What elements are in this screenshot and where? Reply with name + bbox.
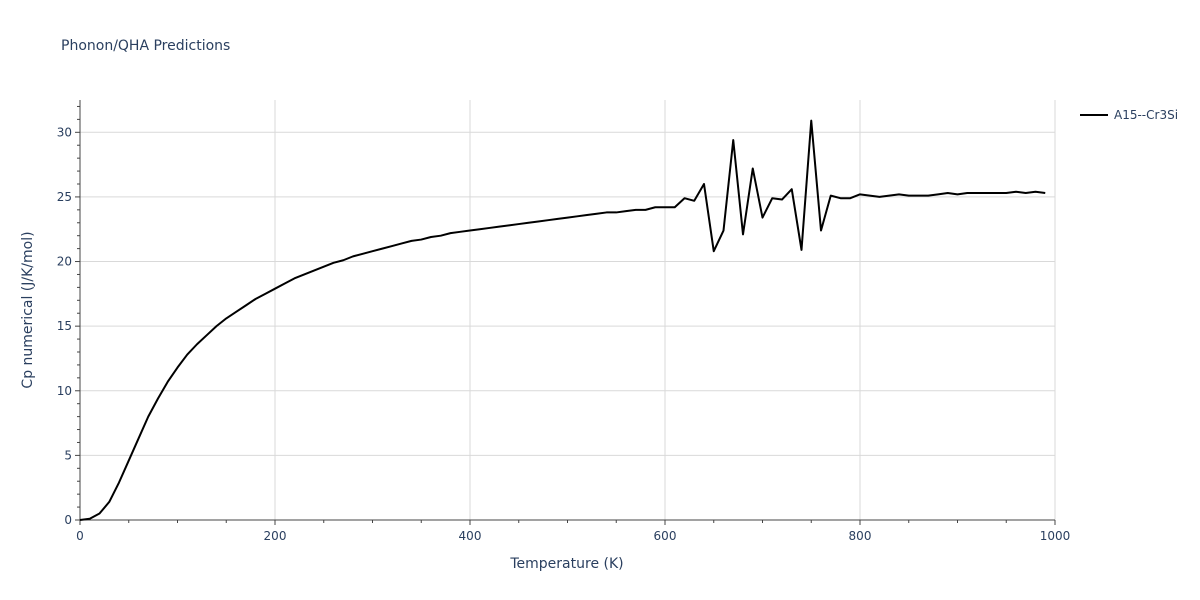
y-tick-label: 25 <box>57 190 72 204</box>
y-tick-label: 5 <box>64 448 72 462</box>
legend-label[interactable]: A15--Cr3Si <box>1114 108 1178 122</box>
y-axis-title: Cp numerical (J/K/mol) <box>20 231 36 388</box>
chart-title: Phonon/QHA Predictions <box>61 38 230 54</box>
y-tick-label: 10 <box>57 384 72 398</box>
x-tick-label: 400 <box>459 529 482 543</box>
x-tick-label: 200 <box>264 529 287 543</box>
series-line[interactable] <box>79 119 1046 521</box>
y-tick-label: 0 <box>64 513 72 527</box>
axes: 0 200 400 600 800 1000 0 5 10 15 20 25 30 <box>57 100 1071 543</box>
grid <box>80 100 1056 520</box>
x-axis-title: Temperature (K) <box>509 556 623 572</box>
series-layer <box>79 119 1046 521</box>
x-tick-label: 800 <box>849 529 872 543</box>
x-tick-label: 600 <box>654 529 677 543</box>
y-tick-label: 20 <box>57 255 72 269</box>
y-tick-label: 15 <box>57 319 72 333</box>
x-tick-label: 0 <box>76 529 84 543</box>
legend[interactable]: A15--Cr3Si <box>1080 108 1178 122</box>
y-tick-label: 30 <box>57 125 72 139</box>
x-tick-label: 1000 <box>1040 529 1071 543</box>
